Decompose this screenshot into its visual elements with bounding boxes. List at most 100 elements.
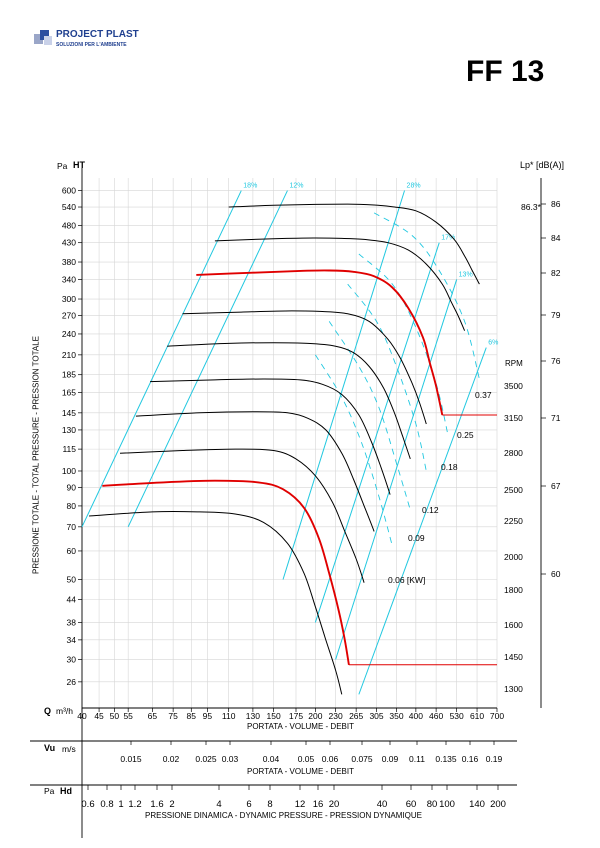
x-tick-label: 110 <box>222 711 236 721</box>
y-tick-label: 100 <box>62 466 76 476</box>
hd-tick-label: 100 <box>439 799 455 810</box>
efficiency-label: 17% <box>441 235 455 242</box>
v-tick-label: 0.09 <box>382 754 399 764</box>
rpm-label: 2000 <box>504 552 523 562</box>
x-tick-label: 130 <box>246 711 260 721</box>
hd-tick-label: 1 <box>118 799 123 810</box>
y-tick-label: 30 <box>67 654 77 664</box>
fan-curve <box>150 378 391 495</box>
fan-curve <box>135 411 375 532</box>
q-axis-symbol: Q <box>44 706 52 716</box>
y-tick-label: 80 <box>67 501 77 511</box>
noise-marker-label: 86.3* <box>521 202 542 212</box>
hd-tick-label: 8 <box>267 799 272 810</box>
power-label: 0.37 <box>475 390 492 400</box>
left-axis-symbol: HT <box>73 160 85 170</box>
x-tick-label: 150 <box>267 711 281 721</box>
y-tick-label: 60 <box>67 546 77 556</box>
v-tick-label: 0.19 <box>486 754 503 764</box>
v-tick-label: 0.06 <box>322 754 339 764</box>
y-tick-label: 600 <box>62 186 76 196</box>
noise-tick-label: 67 <box>551 481 561 491</box>
v-tick-label: 0.11 <box>409 754 425 764</box>
y-tick-label: 26 <box>67 677 77 687</box>
x-tick-label: 85 <box>187 711 197 721</box>
hd-tick-label: 200 <box>490 799 506 810</box>
efficiency-label: 28% <box>407 183 421 190</box>
v-tick-label: 0.16 <box>462 754 479 764</box>
hd-tick-label: 4 <box>216 799 221 810</box>
efficiency-line <box>81 190 242 528</box>
x-tick-label: 530 <box>450 711 464 721</box>
noise-tick-label: 71 <box>551 413 561 423</box>
efficiency-label: 18% <box>243 183 257 190</box>
fan-curve <box>89 511 343 695</box>
rpm-label: 1800 <box>504 585 523 595</box>
rpm-label: 3500 <box>504 381 523 391</box>
power-label: 0.06 [KW] <box>388 575 425 585</box>
x-tick-label: 350 <box>389 711 403 721</box>
hd-tick-label: 140 <box>469 799 485 810</box>
rpm-label: 1600 <box>504 620 523 630</box>
x-tick-label: 700 <box>490 711 504 721</box>
v-axis-title: PORTATA - VOLUME - DEBIT <box>247 767 354 776</box>
power-label: 0.09 <box>408 533 425 543</box>
hd-tick-label: 12 <box>295 799 306 810</box>
noise-axis-title: Lp* [dB(A)] <box>520 160 565 170</box>
x-tick-label: 200 <box>308 711 322 721</box>
hd-tick-label: 1.6 <box>150 799 163 810</box>
power-label: 0.25 <box>457 430 474 440</box>
hd-tick-label: 6 <box>246 799 251 810</box>
x-tick-label: 230 <box>329 711 343 721</box>
efficiency-label: 6% <box>488 340 498 347</box>
hd-axis-title: PRESSIONE DINAMICA - DYNAMIC PRESSURE - … <box>145 811 422 820</box>
rpm-label: 2250 <box>504 516 523 526</box>
hd-tick-label: 0.6 <box>81 799 94 810</box>
hd-tick-label: 0.8 <box>100 799 113 810</box>
model-title: FF 13 <box>466 55 545 88</box>
power-curve <box>358 253 449 437</box>
y-tick-label: 380 <box>62 257 76 267</box>
rpm-label: 2800 <box>504 448 523 458</box>
y-tick-label: 165 <box>62 388 76 398</box>
x-tick-label: 75 <box>168 711 178 721</box>
y-tick-label: 430 <box>62 238 76 248</box>
v-tick-label: 0.03 <box>222 754 239 764</box>
y-tick-label: 210 <box>62 350 76 360</box>
efficiency-line <box>282 190 406 580</box>
rpm-label: 3150 <box>504 413 523 423</box>
y-tick-label: 90 <box>67 482 77 492</box>
x-tick-label: 610 <box>470 711 484 721</box>
rpm-label: 2500 <box>504 485 523 495</box>
v-tick-label: 0.135 <box>435 754 457 764</box>
v-axis-unit: m/s <box>62 744 76 754</box>
fan-curve-highlight <box>102 479 350 665</box>
rpm-label: 1300 <box>504 684 523 694</box>
noise-tick-label: 84 <box>551 233 561 243</box>
power-curve <box>315 354 393 546</box>
x-tick-label: 95 <box>203 711 213 721</box>
brand-name: PROJECT PLAST <box>56 29 139 40</box>
hd-axis-unit: Pa <box>44 786 55 796</box>
x-tick-label: 175 <box>289 711 303 721</box>
hd-tick-label: 20 <box>329 799 340 810</box>
fan-curve <box>119 448 365 583</box>
power-curve <box>347 283 427 472</box>
v-tick-label: 0.075 <box>351 754 373 764</box>
x-tick-label: 45 <box>94 711 104 721</box>
y-tick-label: 70 <box>67 522 77 532</box>
efficiency-line <box>127 190 288 528</box>
v-tick-label: 0.04 <box>263 754 280 764</box>
noise-tick-label: 86 <box>551 199 561 209</box>
power-curve <box>328 321 411 511</box>
x-tick-label: 65 <box>148 711 158 721</box>
x-tick-label: 400 <box>409 711 423 721</box>
fan-curve <box>167 342 411 460</box>
x-tick-label: 50 <box>110 711 120 721</box>
brand-tagline: SOLUZIONI PER L'AMBIENTE <box>56 42 127 48</box>
x-tick-label: 305 <box>369 711 383 721</box>
hd-tick-label: 2 <box>169 799 174 810</box>
hd-tick-label: 40 <box>377 799 388 810</box>
y-tick-label: 340 <box>62 274 76 284</box>
